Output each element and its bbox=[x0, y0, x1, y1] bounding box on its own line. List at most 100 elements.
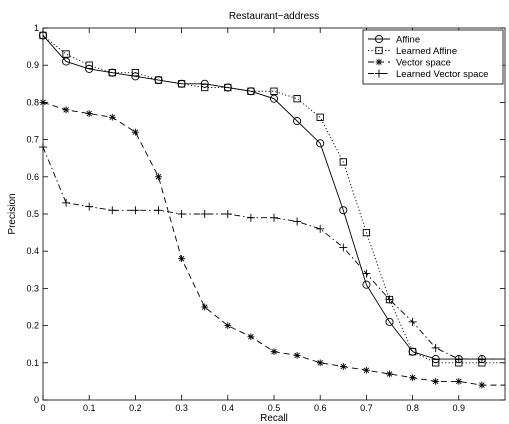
point-learned-vector-space bbox=[108, 206, 117, 215]
x-tick-label: 0.4 bbox=[222, 403, 235, 413]
point-learned-affine bbox=[131, 68, 140, 77]
x-tick-label: 0.9 bbox=[453, 403, 466, 413]
point-learned-vector-space bbox=[131, 206, 140, 215]
series-line-learned-vector-space bbox=[42, 146, 505, 360]
point-learned-vector-space bbox=[431, 343, 440, 352]
series-line-learned-affine bbox=[42, 35, 505, 364]
series-learned-vector-space bbox=[39, 143, 505, 364]
y-axis-title: Precision bbox=[7, 193, 18, 234]
point-vector-space bbox=[224, 322, 232, 329]
point-learned-vector-space bbox=[62, 198, 71, 207]
point-vector-space bbox=[155, 173, 162, 181]
point-learned-vector-space bbox=[270, 213, 278, 222]
legend-marker bbox=[375, 46, 383, 55]
point-affine bbox=[316, 139, 325, 148]
point-affine bbox=[362, 280, 371, 289]
axis-ticks: 0 0.1 0.2 0.3 0.4 0.5 0.6 0.7 0.8 0.9 0 0.1 0.2 0.3 0.… bbox=[26, 23, 505, 413]
series-line-affine bbox=[42, 35, 505, 360]
point-vector-space bbox=[478, 381, 486, 389]
point-vector-space bbox=[386, 370, 393, 378]
point-vector-space bbox=[178, 255, 185, 263]
point-learned-affine bbox=[270, 87, 278, 95]
point-vector-space bbox=[39, 99, 47, 106]
point-vector-space bbox=[432, 378, 440, 385]
point-vector-space bbox=[293, 351, 301, 359]
point-learned-affine bbox=[247, 87, 255, 95]
x-tick-label: 0.7 bbox=[360, 403, 373, 413]
legend-label: Affine bbox=[396, 34, 420, 45]
series-line-vector-space bbox=[42, 101, 505, 386]
point-learned-affine bbox=[316, 113, 324, 121]
y-tick-label: 0.5 bbox=[26, 209, 39, 219]
legend-label: Learned Vector space bbox=[396, 69, 488, 80]
series-layer bbox=[38, 31, 505, 389]
point-affine bbox=[293, 116, 302, 126]
point-vector-space bbox=[455, 378, 463, 385]
point-learned-affine bbox=[362, 228, 371, 237]
y-tick-label: 0.3 bbox=[26, 283, 39, 293]
point-vector-space bbox=[201, 303, 209, 311]
point-learned-vector-space bbox=[408, 317, 417, 326]
point-learned-vector-space bbox=[223, 210, 232, 218]
legend-marker bbox=[375, 69, 383, 78]
point-vector-space bbox=[270, 348, 278, 356]
legend-entry-affine: Affine bbox=[368, 34, 420, 45]
point-vector-space bbox=[316, 359, 324, 367]
point-learned-vector-space bbox=[339, 243, 348, 252]
point-learned-affine bbox=[339, 158, 347, 166]
y-tick-label: 0.4 bbox=[26, 246, 39, 256]
y-tick-label: 1 bbox=[34, 23, 39, 33]
point-affine bbox=[269, 94, 279, 103]
y-tick-label: 0.7 bbox=[26, 135, 39, 145]
point-vector-space bbox=[108, 113, 116, 121]
point-vector-space bbox=[363, 366, 370, 374]
point-affine bbox=[385, 317, 394, 326]
chart-title: Restaurant−address bbox=[229, 11, 319, 22]
point-vector-space bbox=[85, 110, 93, 117]
point-learned-affine bbox=[408, 347, 417, 356]
point-learned-affine bbox=[39, 31, 47, 40]
point-learned-vector-space bbox=[293, 217, 302, 226]
point-learned-affine bbox=[201, 83, 209, 92]
point-learned-affine bbox=[108, 68, 116, 77]
point-vector-space bbox=[132, 128, 139, 136]
point-learned-vector-space bbox=[177, 210, 186, 218]
point-learned-affine bbox=[62, 50, 70, 58]
point-affine bbox=[62, 57, 71, 66]
y-tick-label: 0.6 bbox=[26, 172, 39, 182]
point-learned-vector-space bbox=[316, 224, 325, 233]
legend-label: Learned Affine bbox=[396, 46, 457, 57]
point-learned-affine bbox=[177, 80, 186, 88]
point-learned-vector-space bbox=[200, 210, 209, 218]
legend-marker bbox=[375, 58, 383, 66]
x-tick-label: 0 bbox=[40, 403, 45, 413]
x-tick-label: 0.5 bbox=[268, 403, 281, 413]
x-tick-label: 0.6 bbox=[314, 403, 327, 413]
legend-label: Vector space bbox=[396, 57, 451, 68]
series-vector-space bbox=[39, 99, 505, 389]
point-vector-space bbox=[409, 374, 416, 382]
point-learned-affine bbox=[154, 76, 163, 84]
point-learned-affine bbox=[432, 359, 440, 367]
point-vector-space bbox=[247, 333, 255, 341]
x-axis-title: Recall bbox=[260, 413, 288, 424]
point-learned-affine bbox=[85, 61, 93, 69]
y-tick-label: 0 bbox=[34, 395, 39, 405]
legend-entry-learned-affine: Learned Affine bbox=[368, 46, 457, 57]
y-tick-label: 0.2 bbox=[26, 321, 39, 331]
point-learned-vector-space bbox=[454, 355, 463, 364]
x-tick-label: 0.8 bbox=[406, 403, 419, 413]
y-tick-label: 0.1 bbox=[26, 358, 39, 368]
legend-marker bbox=[374, 34, 384, 44]
point-learned-vector-space bbox=[477, 355, 486, 364]
point-learned-vector-space bbox=[85, 202, 94, 211]
x-tick-label: 0.1 bbox=[83, 403, 96, 413]
point-learned-affine bbox=[293, 95, 301, 103]
x-tick-label: 0.2 bbox=[129, 403, 142, 413]
legend-entry-learned-vector-space: Learned Vector space bbox=[368, 69, 488, 80]
point-vector-space bbox=[339, 363, 347, 370]
y-tick-label: 0.9 bbox=[26, 60, 39, 70]
y-tick-label: 0.8 bbox=[26, 97, 39, 107]
